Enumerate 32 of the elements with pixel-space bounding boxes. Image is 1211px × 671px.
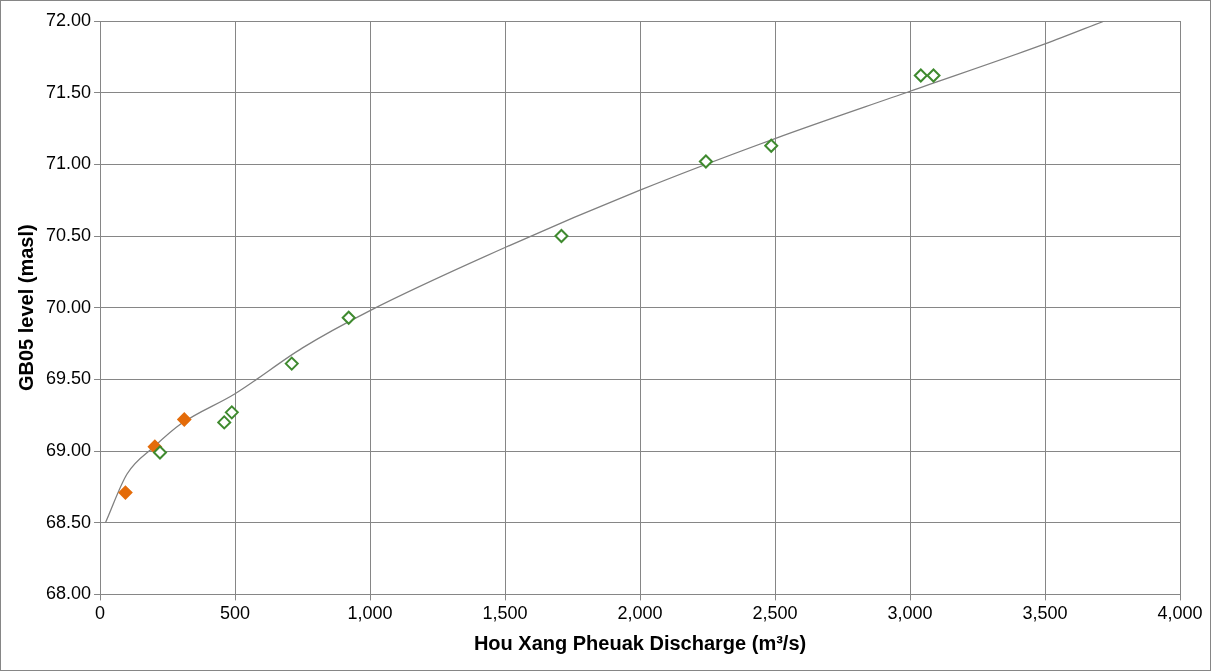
point [554,229,569,244]
x-tick-label: 1,000 [347,603,393,624]
x-tick-label: 500 [220,603,251,624]
point [118,485,133,500]
y-tick-label: 69.00 [46,440,92,461]
x-tick-label: 4,000 [1157,603,1203,624]
y-tick-label: 69.50 [46,368,92,389]
x-axis-title: Hou Xang Pheuak Discharge (m³/s) [473,631,807,654]
point [913,68,928,83]
x-tick-label: 1,500 [482,603,528,624]
point [926,68,941,83]
point [764,138,779,153]
y-tick-label: 72.00 [46,9,92,30]
x-tick-label: 3,000 [887,603,933,624]
x-tick-label: 2,500 [752,603,798,624]
point [152,445,167,460]
x-tick-label: 3,500 [1022,603,1068,624]
y-tick-label: 68.50 [46,511,92,532]
point [698,154,713,169]
x-tick-label: 2,000 [617,603,663,624]
point [224,405,239,420]
y-tick-label: 71.50 [46,81,92,102]
y-tick-label: 68.00 [46,583,92,604]
point [341,310,356,325]
point [284,356,299,371]
point [177,412,192,427]
y-tick-label: 71.00 [46,153,92,174]
point [217,415,232,430]
x-tick-label: 0 [95,603,106,624]
y-tick-label: 70.00 [46,296,92,317]
y-axis-title: GB05 level (masl) [14,224,37,392]
y-tick-label: 70.50 [46,224,92,245]
